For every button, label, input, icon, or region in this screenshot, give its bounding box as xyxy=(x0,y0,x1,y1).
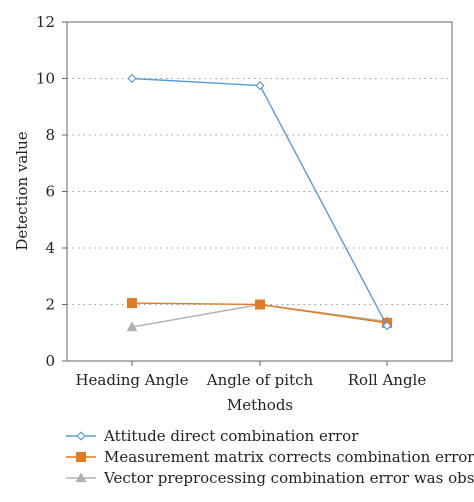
y-tick-label: 8 xyxy=(45,126,55,144)
x-axis-title: Methods xyxy=(227,396,293,414)
y-tick-label: 0 xyxy=(45,352,55,370)
data-point xyxy=(255,299,265,310)
grid xyxy=(67,78,452,305)
data-point xyxy=(127,298,137,309)
legend-marker xyxy=(76,452,86,462)
legend-item: Measurement matrix corrects combination … xyxy=(66,448,474,466)
legend-label: Attitude direct combination error xyxy=(103,427,359,445)
x-axis-ticks: Heading Angle Angle of pitch Roll Angle xyxy=(75,361,426,389)
y-tick-label: 2 xyxy=(45,296,55,314)
data-point xyxy=(255,80,265,91)
y-tick-label: 4 xyxy=(45,239,55,257)
data-point xyxy=(126,321,138,332)
series-group xyxy=(126,73,393,332)
legend-item: Attitude direct combination error xyxy=(66,427,359,445)
y-axis-ticks: 0 2 4 6 8 10 12 xyxy=(36,13,67,370)
x-tick-label: Heading Angle xyxy=(75,371,188,389)
series-1 xyxy=(127,73,392,331)
legend-item: Vector preprocessing combination error w… xyxy=(66,469,474,487)
legend-label: Measurement matrix corrects combination … xyxy=(104,448,474,466)
data-point xyxy=(127,73,137,84)
series-2 xyxy=(127,298,392,328)
x-tick-label: Angle of pitch xyxy=(206,371,314,389)
x-tick-label: Roll Angle xyxy=(348,371,427,389)
y-tick-label: 6 xyxy=(45,183,55,201)
legend: Attitude direct combination error Measure… xyxy=(66,427,474,487)
y-tick-label: 10 xyxy=(36,70,55,88)
legend-label: Vector preprocessing combination error w… xyxy=(103,469,474,487)
y-tick-label: 12 xyxy=(36,13,55,31)
legend-marker xyxy=(75,472,87,483)
y-axis-title: Detection value xyxy=(13,131,31,250)
data-point xyxy=(382,321,392,331)
legend-marker xyxy=(76,431,86,441)
series-line xyxy=(131,77,388,327)
